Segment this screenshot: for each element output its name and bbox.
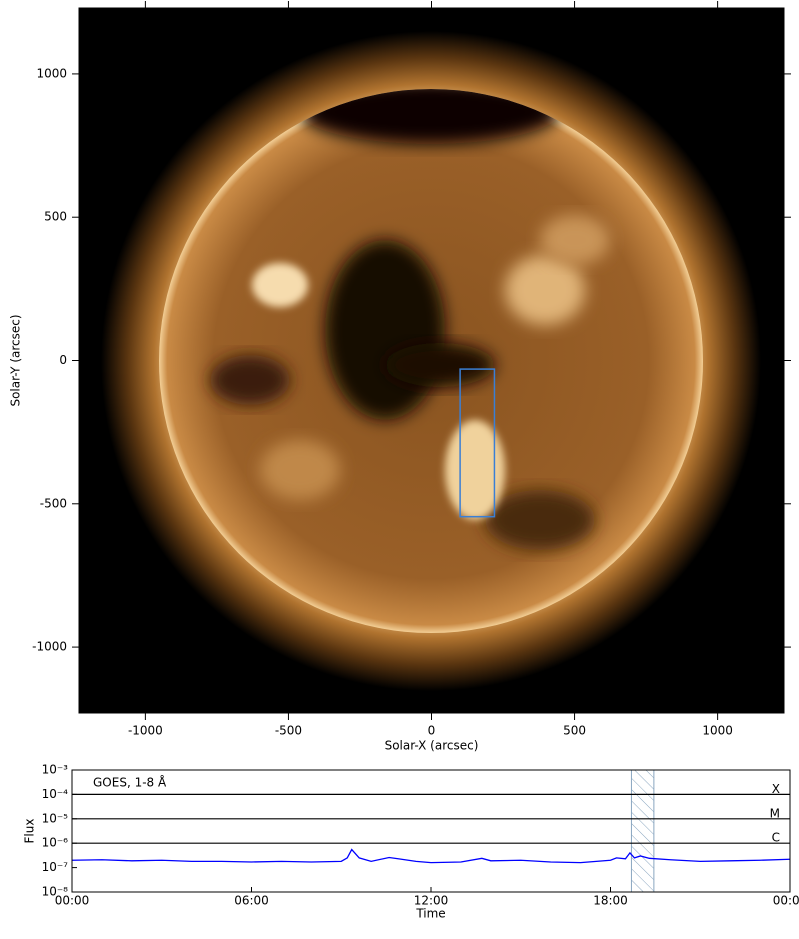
x-axis-label: Solar-X (arcsec) bbox=[385, 739, 479, 753]
shaded-region bbox=[630, 769, 655, 893]
x-tick-label: 18:00 bbox=[593, 894, 628, 908]
x-tick-label: 00:00 bbox=[55, 894, 90, 908]
x-tick-label: 1000 bbox=[702, 724, 733, 738]
axes-frame bbox=[71, 769, 791, 893]
y-tick-label: 10⁻⁵ bbox=[42, 811, 69, 825]
x-axis-label: Time bbox=[415, 907, 445, 921]
region-box bbox=[459, 368, 496, 518]
y-tick-label: 0 bbox=[59, 353, 67, 367]
y-tick-label: 10⁻³ bbox=[42, 763, 69, 777]
y-tick-label: 500 bbox=[44, 210, 67, 224]
y-tick-label: -500 bbox=[40, 496, 67, 510]
x-tick-label: -1000 bbox=[128, 724, 163, 738]
flare-class-label: C bbox=[772, 831, 780, 845]
y-tick-label: 10⁻⁶ bbox=[42, 836, 69, 850]
x-tick-label: -500 bbox=[275, 724, 302, 738]
flare-class-label: M bbox=[770, 806, 780, 820]
y-tick-label: 1000 bbox=[36, 66, 67, 80]
y-tick-label: 10⁻⁸ bbox=[42, 885, 69, 899]
y-tick-label: 10⁻⁷ bbox=[42, 860, 69, 874]
annotation: AIA 0193, 1-Jul-2021, 12:02:04 UT bbox=[120, 35, 326, 49]
x-tick-label: 12:00 bbox=[414, 894, 449, 908]
x-tick-label: 00:00 bbox=[773, 894, 799, 908]
legend-label: GOES, 1-8 Å bbox=[93, 775, 167, 790]
x-tick-label: 06:00 bbox=[234, 894, 269, 908]
x-tick-label: 0 bbox=[428, 724, 436, 738]
sun-image bbox=[79, 8, 784, 713]
y-tick-label: -1000 bbox=[32, 640, 67, 654]
y-tick-label: 10⁻⁴ bbox=[42, 787, 69, 801]
y-axis-label: Solar-Y (arcsec) bbox=[9, 314, 23, 406]
y-axis-label: Flux bbox=[23, 819, 37, 844]
x-tick-label: 500 bbox=[563, 724, 586, 738]
flux-line bbox=[71, 848, 791, 864]
flare-class-label: X bbox=[772, 782, 780, 796]
